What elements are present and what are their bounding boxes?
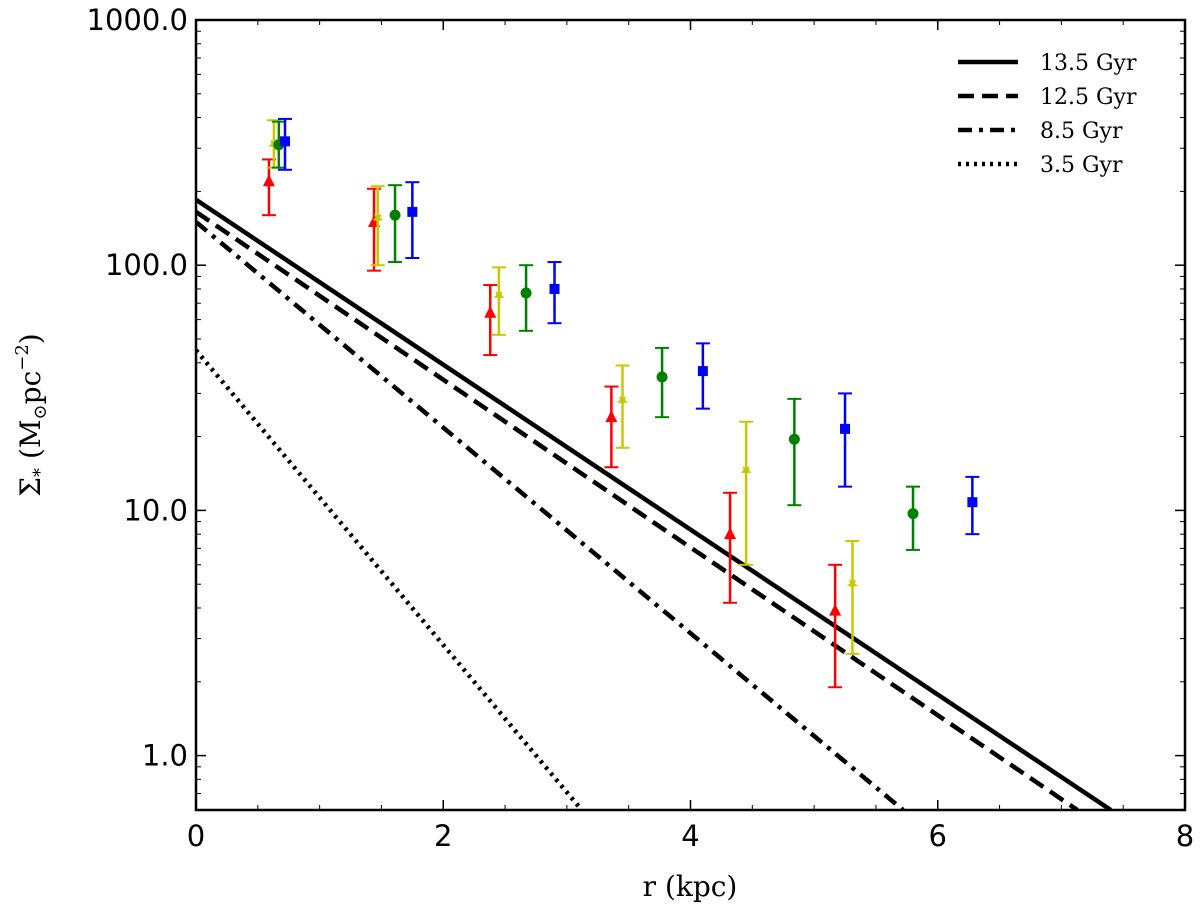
y-title-sun: ⊙ bbox=[30, 404, 51, 419]
point-blue-3-marker bbox=[549, 283, 560, 294]
point-yellow-6-marker bbox=[846, 579, 859, 591]
point-red-6-marker bbox=[829, 603, 842, 616]
legend-label-13-5-gyr: 13.5 Gyr bbox=[1040, 51, 1137, 76]
point-red-4-marker bbox=[605, 410, 618, 423]
x-axis-title: r (kpc) bbox=[643, 870, 738, 903]
point-yellow-3-marker bbox=[493, 291, 505, 302]
point-blue-6-marker bbox=[967, 497, 978, 508]
y-title-unit-close: ) bbox=[14, 333, 47, 344]
x-tick-label-0: 0 bbox=[187, 819, 205, 853]
series-line-12-5-gyr bbox=[196, 210, 1079, 810]
y-title-sigma: Σ bbox=[14, 477, 47, 497]
y-tick-label-1: 1.0 bbox=[142, 739, 188, 773]
y-title-sub-star: * bbox=[30, 468, 51, 477]
point-red-1-marker bbox=[262, 174, 275, 187]
point-blue-4-marker bbox=[697, 366, 708, 377]
legend-label-3-5-gyr: 3.5 Gyr bbox=[1040, 153, 1123, 178]
y-title-unit-open: (M bbox=[14, 419, 47, 468]
legend-label-12-5-gyr: 12.5 Gyr bbox=[1040, 85, 1137, 110]
point-red-5-marker bbox=[724, 527, 737, 540]
plot-frame bbox=[194, 18, 1187, 812]
point-green-6-marker bbox=[907, 508, 919, 520]
point-red-3-marker bbox=[484, 305, 497, 318]
y-title-pc: pc bbox=[14, 371, 47, 405]
x-tick-label-8: 8 bbox=[1176, 819, 1194, 853]
legend: 13.5 Gyr 12.5 Gyr 8.5 Gyr 3.5 Gyr bbox=[958, 51, 1137, 178]
point-blue-5-marker bbox=[840, 423, 851, 434]
y-tick-label-1000: 1000.0 bbox=[87, 3, 188, 37]
x-tick-label-6: 6 bbox=[929, 819, 947, 853]
y-tick-label-100: 100.0 bbox=[105, 248, 188, 282]
series-line-13-5-gyr bbox=[196, 197, 1113, 810]
legend-label-8-5-gyr: 8.5 Gyr bbox=[1040, 119, 1123, 144]
points-layer bbox=[261, 117, 980, 689]
y-tick-label-10: 10.0 bbox=[123, 493, 188, 527]
point-yellow-2-marker bbox=[372, 213, 384, 225]
point-blue-1-marker bbox=[280, 136, 291, 147]
point-blue-2-marker bbox=[407, 206, 418, 217]
point-green-2-marker bbox=[389, 209, 401, 221]
point-green-5-marker bbox=[788, 433, 800, 445]
series-line-8-5-gyr bbox=[196, 220, 905, 810]
y-title-exp: −2 bbox=[12, 344, 33, 371]
point-green-4-marker bbox=[656, 371, 668, 383]
point-yellow-4-marker bbox=[616, 395, 629, 407]
x-tick-label-2: 2 bbox=[434, 819, 452, 853]
x-tick-label-4: 4 bbox=[681, 819, 699, 853]
series-layer bbox=[196, 197, 1113, 810]
point-yellow-5-marker bbox=[740, 466, 752, 477]
point-green-3-marker bbox=[520, 287, 532, 299]
y-axis-title: Σ* (M⊙pc−2) bbox=[12, 333, 51, 496]
ticks-layer: 0 2 4 6 8 1.0 10.0 100.0 1000.0 bbox=[87, 3, 1195, 853]
